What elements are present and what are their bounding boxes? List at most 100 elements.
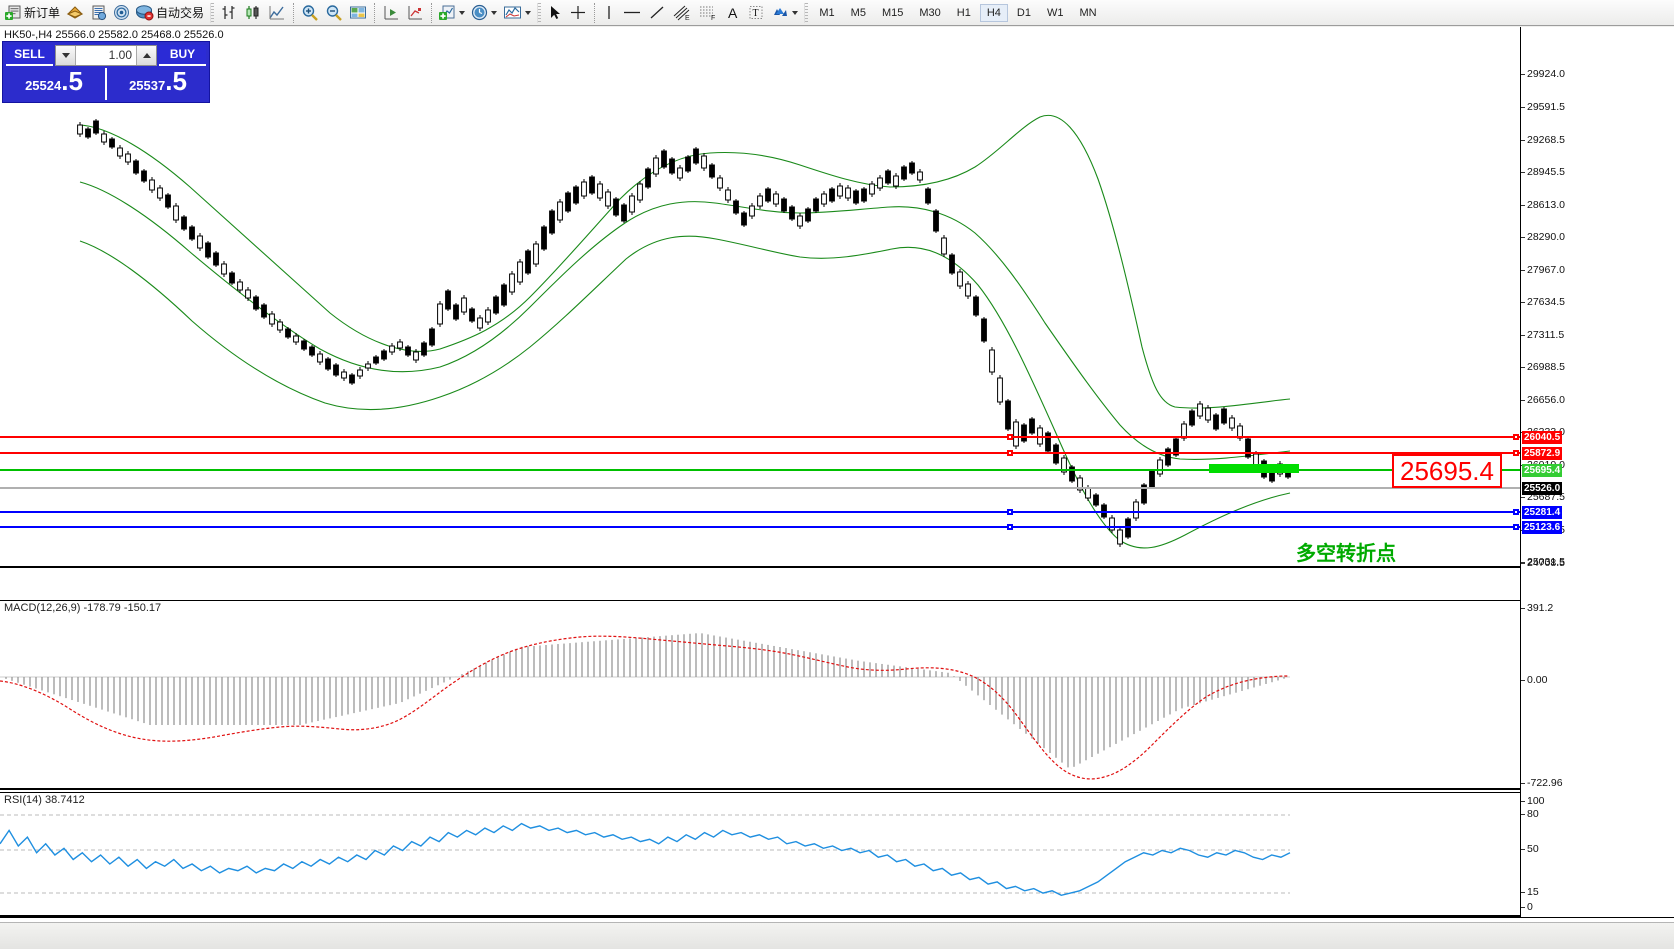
- cursor-tool-button[interactable]: [544, 1, 566, 25]
- level-line-26040-5[interactable]: [0, 436, 1520, 438]
- level-handle-25123-6[interactable]: [1513, 524, 1519, 530]
- rsi-pane[interactable]: RSI(14) 38.7412: [0, 792, 1520, 917]
- tile-windows-button[interactable]: [346, 1, 370, 25]
- timeframe-button-h1[interactable]: H1: [956, 6, 971, 19]
- signals-button[interactable]: [110, 1, 133, 25]
- candle-body: [237, 281, 243, 291]
- candlestick-chart-icon: [246, 6, 259, 19]
- candle-body: [1061, 457, 1067, 473]
- expert-advisor-button[interactable]: [63, 1, 87, 25]
- level-badge-25281-4[interactable]: 25281.4: [1522, 506, 1563, 519]
- candle-body: [125, 153, 131, 163]
- level-line-25526-0[interactable]: [0, 487, 1520, 489]
- level-badge-25526-0[interactable]: 25526.0: [1522, 482, 1563, 495]
- timeframe-button-m30[interactable]: M30: [919, 6, 941, 19]
- svg-text:F: F: [711, 15, 715, 21]
- trendline-tool-button[interactable]: [645, 1, 669, 25]
- text-tool-button[interactable]: A: [721, 1, 744, 25]
- toolbar-grip-3[interactable]: [804, 2, 809, 23]
- level-badge-25123-6[interactable]: 25123.6: [1522, 521, 1563, 534]
- level-handle-26040-5[interactable]: [1007, 434, 1013, 440]
- candle-body: [861, 188, 867, 202]
- level-handle-25281-4[interactable]: [1007, 509, 1013, 515]
- level-handle-25123-6[interactable]: [1007, 524, 1013, 530]
- buy-price[interactable]: 25537 .5: [107, 68, 209, 100]
- level-badge-25695-4[interactable]: 25695.4: [1522, 464, 1563, 477]
- templates-menu-button[interactable]: [500, 1, 534, 25]
- new-order-label: 新订单: [24, 6, 61, 20]
- new-order-button[interactable]: 新订单: [2, 1, 63, 25]
- price-scale[interactable]: 29924.0 29591.5 29268.5 28945.5 28613.0 28290…: [1520, 27, 1674, 917]
- timeframe-button-h4[interactable]: H4: [979, 3, 1008, 22]
- buy-price-decimal: .5: [165, 66, 187, 96]
- buy-button[interactable]: BUY: [159, 44, 206, 66]
- horizontal-line-tool-button[interactable]: [619, 1, 645, 25]
- chevron-up-icon-vol: [142, 52, 151, 58]
- auto-scroll-button[interactable]: [403, 1, 427, 25]
- chevron-down-icon[interactable]: [459, 10, 466, 15]
- equidistant-channel-tool-button[interactable]: E: [669, 1, 695, 25]
- volume-increment-button[interactable]: [136, 45, 156, 65]
- volume-dropdown-button[interactable]: [56, 45, 76, 65]
- chart-shift-button[interactable]: [379, 1, 403, 25]
- candle-body: [309, 346, 315, 356]
- chart-window[interactable]: HK50-,H4 25566.0 25582.0 25468.0 25526.0…: [0, 27, 1674, 949]
- line-chart-button[interactable]: [265, 1, 289, 25]
- candle-body: [173, 205, 179, 221]
- fibonacci-tool-button[interactable]: F: [695, 1, 721, 25]
- chevron-down-icon-4[interactable]: [792, 10, 799, 15]
- candle-body: [149, 179, 155, 191]
- auto-trading-button[interactable]: 自动交易: [133, 1, 207, 25]
- level-line-25123-6[interactable]: [0, 526, 1520, 528]
- chevron-down-icon-3[interactable]: [525, 10, 532, 15]
- period-menu-button[interactable]: [468, 1, 500, 25]
- crosshair-tool-button[interactable]: [566, 1, 590, 25]
- candle-body: [205, 242, 211, 258]
- bar-chart-button[interactable]: [217, 1, 241, 25]
- zoom-out-icon: [326, 5, 342, 21]
- level-badge-25872-9[interactable]: 25872.9: [1522, 447, 1563, 460]
- level-handle-25872-9[interactable]: [1007, 450, 1013, 456]
- timeframe-button-mn[interactable]: MN: [1079, 6, 1097, 19]
- level-handle-25872-9[interactable]: [1513, 450, 1519, 456]
- indicators-menu-button[interactable]: [436, 1, 468, 25]
- svg-text:E: E: [685, 15, 690, 21]
- text-label-tool-button[interactable]: T: [744, 1, 768, 25]
- macd-pane[interactable]: MACD(12,26,9) -178.79 -150.17: [0, 600, 1520, 790]
- volume-value[interactable]: 1.00: [108, 47, 132, 62]
- timeframe-button-w1[interactable]: W1: [1046, 6, 1064, 19]
- timeframe-button-m1[interactable]: M1: [819, 6, 835, 19]
- timeframe-button-m15[interactable]: M15: [881, 6, 904, 19]
- candle-body: [429, 328, 435, 346]
- data-window-button[interactable]: [87, 1, 110, 25]
- level-badge-26040-5[interactable]: 26040.5: [1522, 431, 1563, 444]
- candle-body: [773, 193, 779, 205]
- level-handle-25281-4[interactable]: [1513, 509, 1519, 515]
- level-line-25281-4[interactable]: [0, 511, 1520, 513]
- toolbar-grip[interactable]: [210, 2, 215, 23]
- volume-stepper[interactable]: 1.00: [55, 44, 157, 66]
- arrows-menu-button[interactable]: [768, 1, 801, 25]
- sell-button[interactable]: SELL: [6, 44, 53, 66]
- candle-body: [101, 133, 107, 143]
- price-tick-28945-5: 28945.5: [1521, 166, 1565, 178]
- candle-body: [1149, 470, 1155, 488]
- expert-advisor-icon: [66, 6, 84, 19]
- price-pane[interactable]: HK50-,H4 25566.0 25582.0 25468.0 25526.0…: [0, 27, 1520, 568]
- timeframe-button-d1[interactable]: D1: [1016, 6, 1031, 19]
- zoom-out-button[interactable]: [322, 1, 346, 25]
- vertical-line-tool-button[interactable]: [599, 1, 619, 25]
- candle-body: [221, 263, 227, 275]
- macd-title: MACD(12,26,9) -178.79 -150.17: [4, 602, 162, 614]
- timeframe-button-m5[interactable]: M5: [850, 6, 866, 19]
- chevron-down-icon-2[interactable]: [491, 10, 498, 15]
- zoom-in-button[interactable]: [298, 1, 322, 25]
- level-line-25872-9[interactable]: [0, 452, 1520, 454]
- level-line-25695-4[interactable]: [0, 469, 1520, 471]
- sell-price[interactable]: 25524 .5: [3, 68, 105, 100]
- candlestick-chart-button[interactable]: [241, 1, 265, 25]
- candle-body: [165, 194, 171, 208]
- toolbar-grip-2[interactable]: [537, 2, 542, 23]
- level-handle-26040-5[interactable]: [1513, 434, 1519, 440]
- one-click-trading-panel[interactable]: SELL 1.00 BUY 25524 .5 25537 .5: [2, 41, 210, 103]
